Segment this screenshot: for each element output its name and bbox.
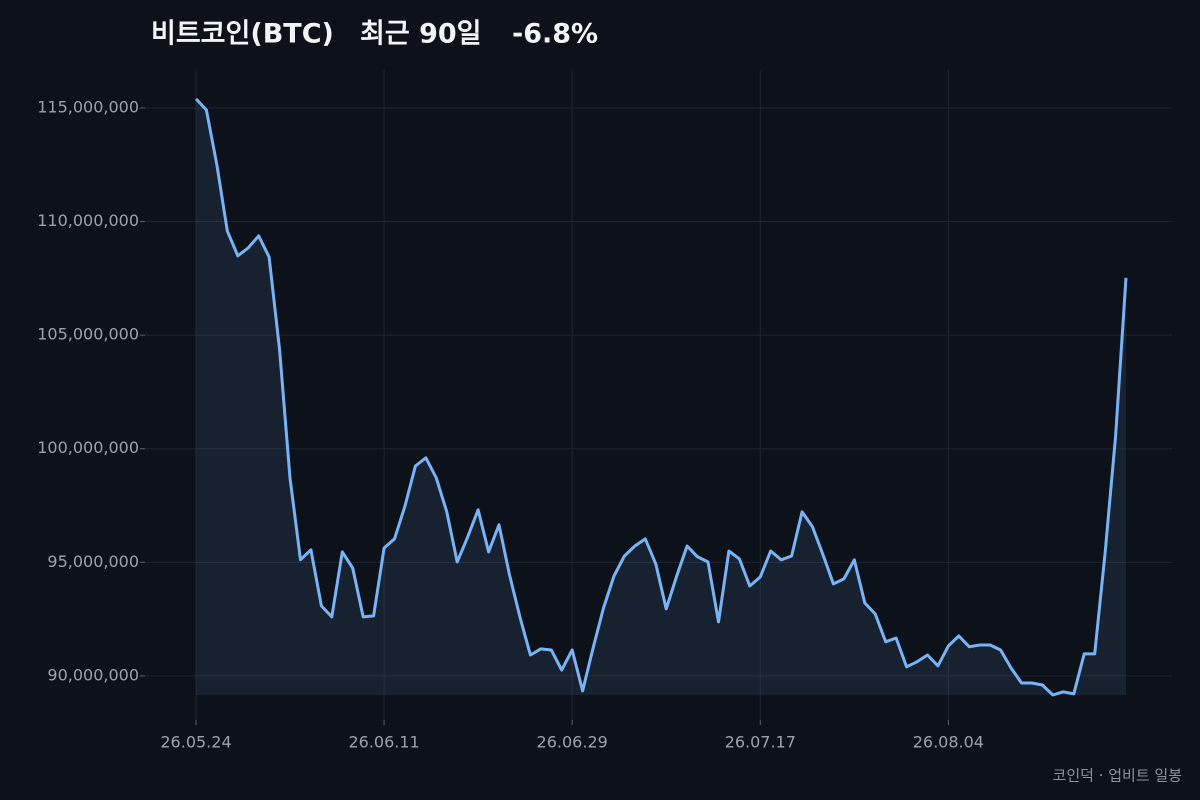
change: -6.8% xyxy=(512,19,598,50)
chart-title: 비트코인(BTC) xyxy=(151,19,334,50)
x-tick-label: 26.06.29 xyxy=(537,733,608,752)
y-tick-label: 90,000,000 xyxy=(47,665,139,684)
y-tick-label: 95,000,000 xyxy=(47,552,139,571)
x-tick-label: 26.05.24 xyxy=(160,733,231,752)
x-tick-label: 26.07.17 xyxy=(725,733,796,752)
area xyxy=(196,98,1126,695)
y-tick-label: 115,000,000 xyxy=(37,97,139,116)
period: 최근 90일 xyxy=(360,19,482,50)
source: 코인덕 · 업비트 일봉 xyxy=(1053,767,1182,785)
x-tick-label: 26.08.04 xyxy=(913,733,984,752)
x-tick-label: 26.06.11 xyxy=(348,733,419,752)
line xyxy=(194,97,1128,697)
y-tick-label: 105,000,000 xyxy=(37,325,139,344)
y-tick-label: 110,000,000 xyxy=(37,211,139,230)
y-tick-label: 100,000,000 xyxy=(37,438,139,457)
